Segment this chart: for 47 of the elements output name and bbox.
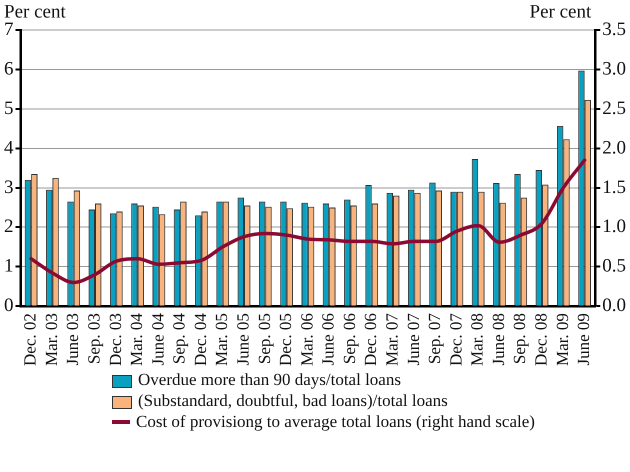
legend-label: Overdue more than 90 days/total loans [138,370,401,389]
x-tick-label: Mar. 08 [468,313,487,366]
y-tick-label: 0 [4,295,14,316]
x-tick-label: June 04 [148,312,168,366]
y2-tick-label: 0.5 [602,256,626,277]
x-tick-label: Dec. 05 [276,313,296,366]
x-tick-label: Sep. 06 [340,313,359,364]
x-tick-label: Dec. 04 [190,312,210,366]
x-tick-label: Mar. 04 [127,312,146,366]
x-tick-label: Sep. 03 [84,313,104,364]
x-tick-label: June 07 [404,312,423,366]
y2-tick-label: 3.0 [602,58,626,80]
legend-label: (Substandard, doubtful, bad loans)/total loans [138,391,448,410]
y2-tick-label: 1.5 [602,176,626,198]
y2-tick-label: 1.0 [602,216,626,238]
x-tick-label: Mar. 07 [382,312,402,366]
x-tick-label: June 06 [318,313,338,366]
y2-tick-label: 2.0 [602,137,626,158]
x-tick-label: June 05 [233,313,252,366]
x-tick-label: June 09 [574,313,594,366]
x-tick-label: Dec. 07 [446,312,466,366]
x-tick-label: June 08 [488,313,508,366]
y-tick-label: 4 [4,137,14,158]
x-tick-label: Mar. 05 [212,313,232,366]
x-tick-label: Dec. 02 [20,313,40,366]
x-tick-label: Sep. 04 [170,312,189,364]
x-tick-label: Sep. 08 [510,313,530,364]
legend-label: Cost of provisiong to average total loans (right hand scale) [136,412,535,431]
line-series [29,158,586,284]
x-tick-label: June 03 [63,313,82,366]
x-tick-label: Sep. 07 [425,312,444,364]
x-tick-label: Dec. 08 [532,313,550,366]
y-tick-label: 2 [4,216,14,238]
x-tick-label: Mar. 06 [297,313,316,366]
x-tick-label: Mar. 09 [552,313,572,366]
y2-tick-label: 2.5 [602,98,626,119]
y2-tick-label: 0.0 [602,295,626,316]
y-tick-label: 3 [4,176,14,198]
x-tick-label: Sep. 05 [254,313,274,364]
x-tick-label: Mar. 03 [42,313,61,366]
x-tick-label: Dec. 06 [361,313,380,366]
y2-tick-label: 3.5 [602,18,626,40]
x-tick-label: Dec. 03 [106,313,125,366]
y-tick-label: 1 [4,256,14,277]
y2-axis-title: Per cent [530,1,592,22]
y-tick-label: 5 [4,98,14,119]
y-tick-label: 6 [4,58,14,80]
